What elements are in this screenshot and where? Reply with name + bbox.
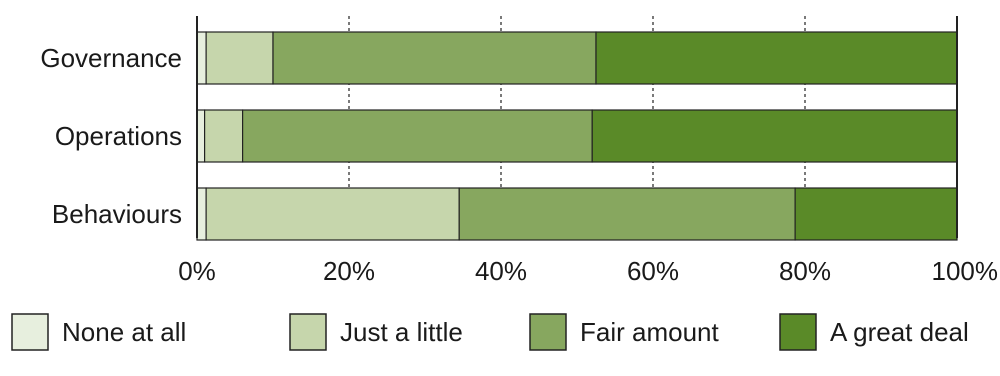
bar-governance-a-great-deal <box>595 31 958 85</box>
category-label-behaviours: Behaviours <box>52 199 182 229</box>
bar-behaviours-none-at-all <box>196 187 207 241</box>
bar-behaviours-just-a-little <box>205 187 460 241</box>
legend-item-none-at-all: None at all <box>11 313 186 351</box>
x-tick-label-3: 60% <box>627 256 679 286</box>
bar-operations-a-great-deal <box>591 109 958 163</box>
legend-item-a-great-deal: A great deal <box>779 313 969 351</box>
bar-governance-fair-amount <box>272 31 597 85</box>
x-tick-label-5: 100% <box>932 256 999 286</box>
category-labels: Governance Operations Behaviours <box>40 43 182 229</box>
bar-governance-none-at-all <box>196 31 207 85</box>
bar-behaviours-a-great-deal <box>794 187 958 241</box>
legend-swatch <box>289 313 327 351</box>
x-tick-label-4: 80% <box>779 256 831 286</box>
bar-governance-just-a-little <box>205 31 274 85</box>
legend-item-just-a-little: Just a little <box>289 313 463 351</box>
bar-behaviours-fair-amount <box>458 187 796 241</box>
x-tick-labels: 0% 20% 40% 60% 80% 100% <box>178 256 998 286</box>
legend-label: A great deal <box>830 317 969 347</box>
legend-label: None at all <box>62 317 186 347</box>
x-tick-label-0: 0% <box>178 256 216 286</box>
legend-swatch <box>11 313 49 351</box>
bar-operations-just-a-little <box>204 109 244 163</box>
legend-swatch <box>529 313 567 351</box>
legend-label: Fair amount <box>580 317 719 347</box>
bars <box>196 31 958 241</box>
bar-operations-none-at-all <box>196 109 206 163</box>
x-tick-label-2: 40% <box>475 256 527 286</box>
x-tick-label-1: 20% <box>323 256 375 286</box>
bar-operations-fair-amount <box>242 109 593 163</box>
axes <box>196 16 958 238</box>
legend-swatch <box>779 313 817 351</box>
category-label-governance: Governance <box>40 43 182 73</box>
legend-label: Just a little <box>340 317 463 347</box>
legend: None at all Just a little Fair amount A gre… <box>11 313 969 351</box>
legend-item-fair-amount: Fair amount <box>529 313 719 351</box>
category-label-operations: Operations <box>55 121 182 151</box>
